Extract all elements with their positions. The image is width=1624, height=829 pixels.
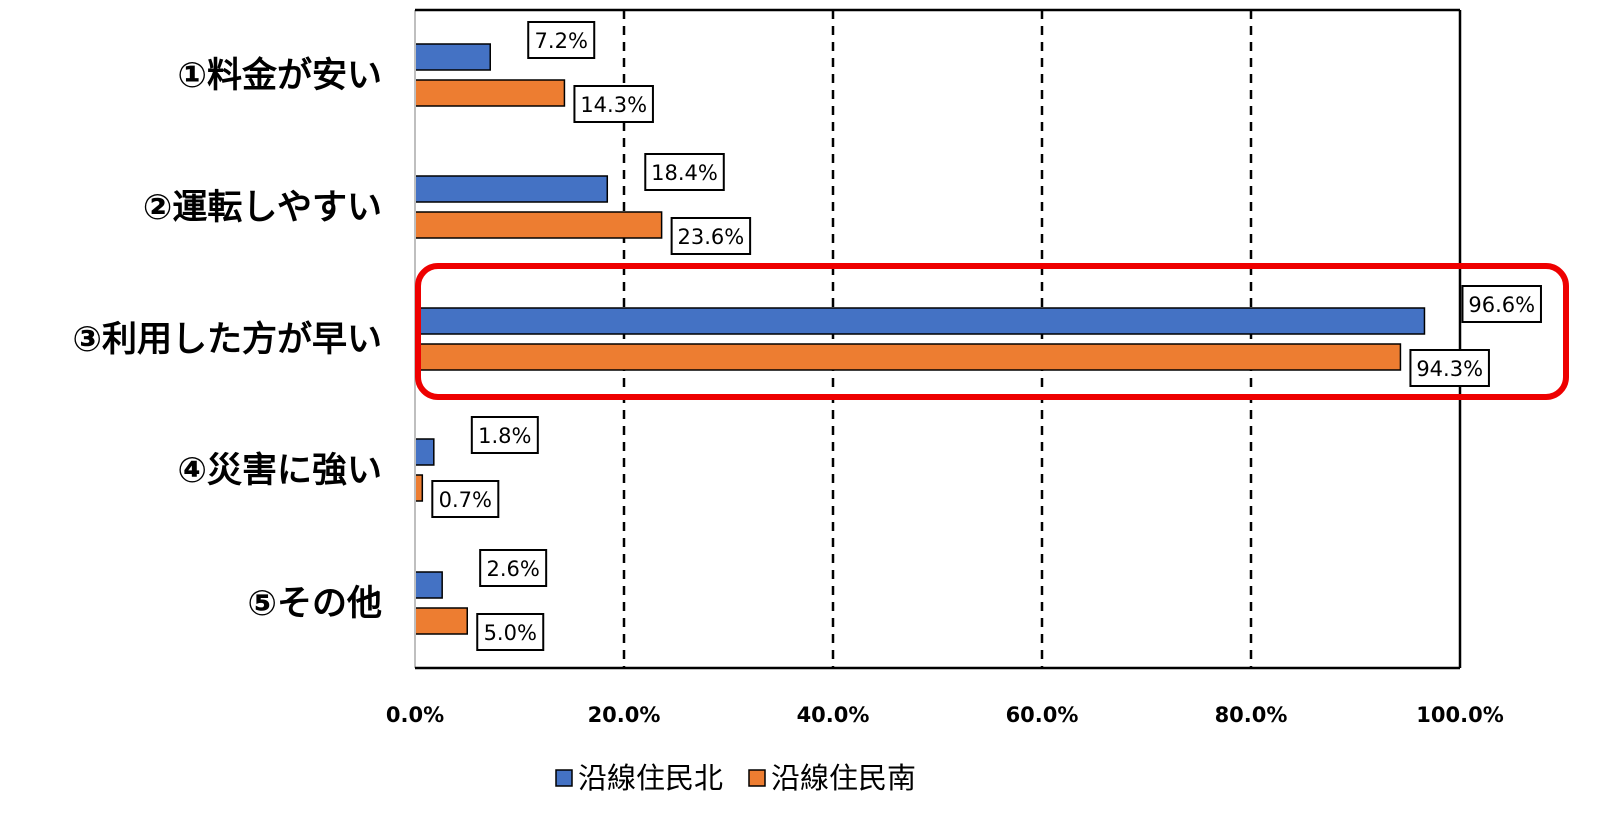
data-label: 96.6% (1468, 293, 1535, 317)
x-tick-label: 80.0% (1215, 703, 1288, 727)
data-label-box (1409, 349, 1490, 387)
category-label: ②運転しやすい (143, 188, 382, 228)
category-label: ⑤その他 (247, 584, 382, 624)
plot-frame (414, 8, 1462, 670)
data-label: 94.3% (1416, 357, 1483, 381)
category-labels: ①料金が安い ②運転しやすい ③利用した方が早い ④災害に強い ⑤その他 (72, 55, 382, 624)
x-tick-label: 100.0% (1416, 703, 1503, 727)
bar (414, 43, 491, 71)
data-label: 7.2% (535, 29, 588, 53)
data-label-box (644, 153, 725, 191)
bars (414, 43, 1426, 635)
data-label-box (431, 480, 500, 518)
legend-swatch (555, 769, 573, 787)
data-label-box (470, 416, 539, 454)
bar (414, 79, 566, 107)
data-label-box (573, 85, 654, 123)
bar (414, 307, 1426, 335)
data-label-box (476, 613, 545, 651)
legend-swatch (748, 769, 766, 787)
x-tick-label: 60.0% (1006, 703, 1079, 727)
x-tick-labels: 0.0% 20.0% 40.0% 60.0% 80.0% 100.0% (386, 703, 1504, 727)
legend-label: 沿線住民北 (578, 761, 723, 795)
bar (414, 474, 424, 502)
data-label: 18.4% (651, 161, 718, 185)
legend: 沿線住民北 沿線住民南 (555, 761, 916, 795)
highlight-rect (415, 263, 1569, 400)
data-label: 0.7% (439, 488, 492, 512)
category-label: ④災害に強い (177, 451, 382, 491)
bar (414, 571, 443, 599)
bar (414, 211, 663, 239)
data-label-box (479, 549, 548, 587)
bar (414, 607, 468, 635)
data-label: 23.6% (678, 225, 745, 249)
data-label: 5.0% (484, 621, 537, 645)
category-label: ③利用した方が早い (72, 320, 382, 360)
x-tick-label: 20.0% (588, 703, 661, 727)
bar (414, 438, 435, 466)
data-label: 1.8% (478, 424, 531, 448)
x-tick-label: 0.0% (386, 703, 444, 727)
category-label: ①料金が安い (177, 55, 382, 96)
highlight-box (415, 263, 1569, 400)
data-label: 2.6% (486, 557, 539, 581)
legend-label: 沿線住民南 (771, 761, 916, 795)
data-label-box (1461, 285, 1542, 323)
x-tick-label: 40.0% (797, 703, 870, 727)
data-label-box (527, 21, 596, 59)
bar (414, 175, 609, 203)
data-label-box (670, 217, 752, 255)
data-label: 14.3% (580, 93, 647, 117)
gridlines (622, 10, 1253, 668)
bar (414, 343, 1402, 371)
data-labels: 7.2% 18.4% 96.6% 1.8% 2.6% 14.3% 23.6% 94.3% 0.7… (431, 21, 1542, 651)
